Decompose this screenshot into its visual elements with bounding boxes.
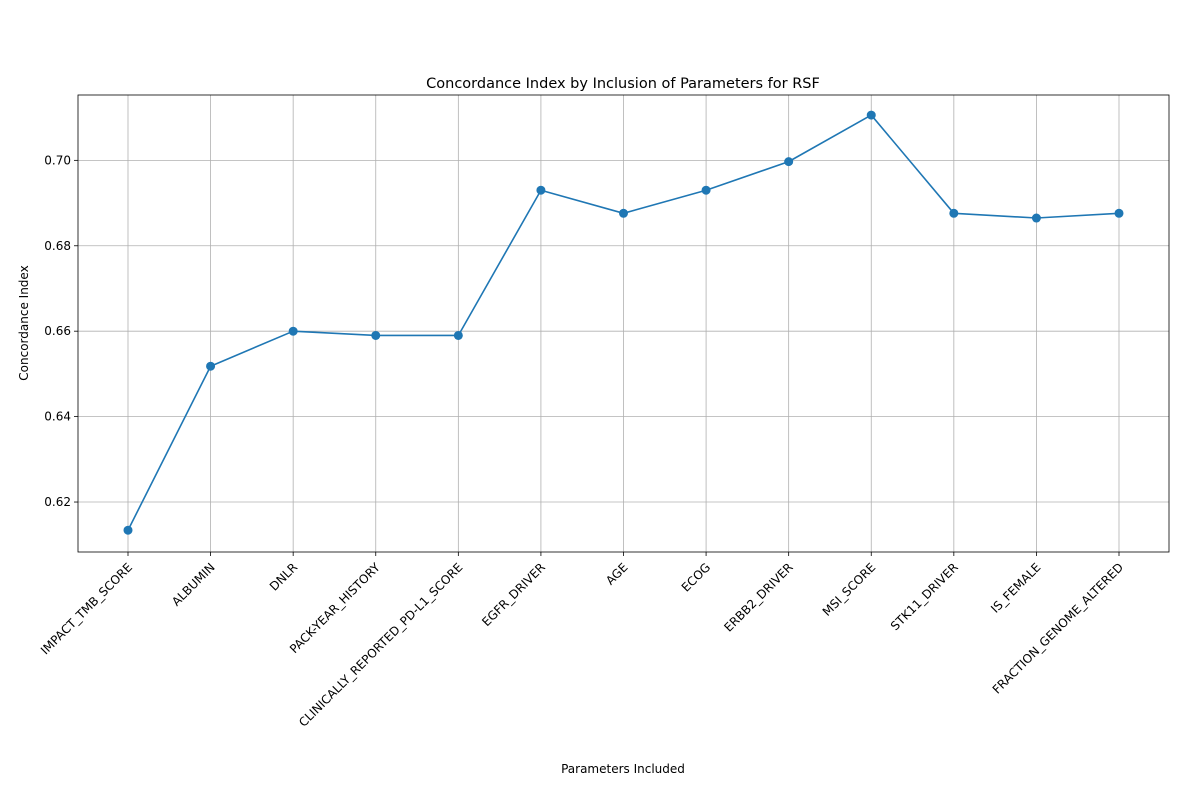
grid-layer (78, 95, 1169, 552)
x-tick-label: FRACTION_GENOME_ALTERED (990, 560, 1126, 696)
x-tick-label: STK11_DRIVER (888, 560, 961, 633)
data-point (536, 185, 546, 195)
data-point (371, 330, 381, 340)
x-tick-label: AGE (603, 560, 630, 587)
x-tick-label: CLINICALLY_REPORTED_PD-L1_SCORE (296, 560, 465, 729)
y-axis-label: Concordance Index (17, 265, 31, 380)
data-point (1114, 208, 1124, 218)
data-point (123, 525, 133, 535)
x-tick-label: MSI_SCORE (820, 560, 879, 619)
data-point (206, 361, 216, 371)
data-point (949, 208, 959, 218)
x-axis-label: Parameters Included (561, 762, 685, 776)
x-tick-label: PACK-YEAR_HISTORY (287, 560, 383, 656)
data-point (619, 208, 628, 218)
y-tick-label: 0.62 (44, 495, 71, 509)
x-tick-label: IMPACT_TMB_SCORE (38, 560, 135, 657)
x-tick-label: ALBUMIN (169, 560, 218, 609)
y-tick-label: 0.66 (44, 324, 71, 338)
y-tick-label: 0.70 (44, 153, 71, 167)
series-layer (123, 110, 1124, 535)
data-point (288, 326, 298, 336)
x-axis: IMPACT_TMB_SCORE ALBUMIN DNLRPACK-YEAR_HIS… (38, 552, 1126, 730)
x-tick-label: IS_FEMALE (988, 560, 1043, 615)
chart-title: Concordance Index by Inclusion of Parame… (426, 76, 820, 92)
data-point (1031, 213, 1041, 223)
x-tick-label: ECOG (679, 560, 713, 594)
y-tick-label: 0.64 (44, 410, 71, 424)
x-tick-label: ERBB2_DRIVER (721, 560, 795, 634)
data-point (784, 157, 794, 167)
data-point (701, 185, 711, 195)
y-tick-label: 0.68 (44, 239, 71, 253)
x-tick-label: DNLR (267, 560, 300, 593)
data-point (866, 110, 876, 120)
y-axis: 0.62 0.64 0.66 0.68 0.70 (44, 153, 78, 509)
data-point (453, 330, 463, 340)
x-tick-label: EGFR_DRIVER (479, 560, 548, 629)
